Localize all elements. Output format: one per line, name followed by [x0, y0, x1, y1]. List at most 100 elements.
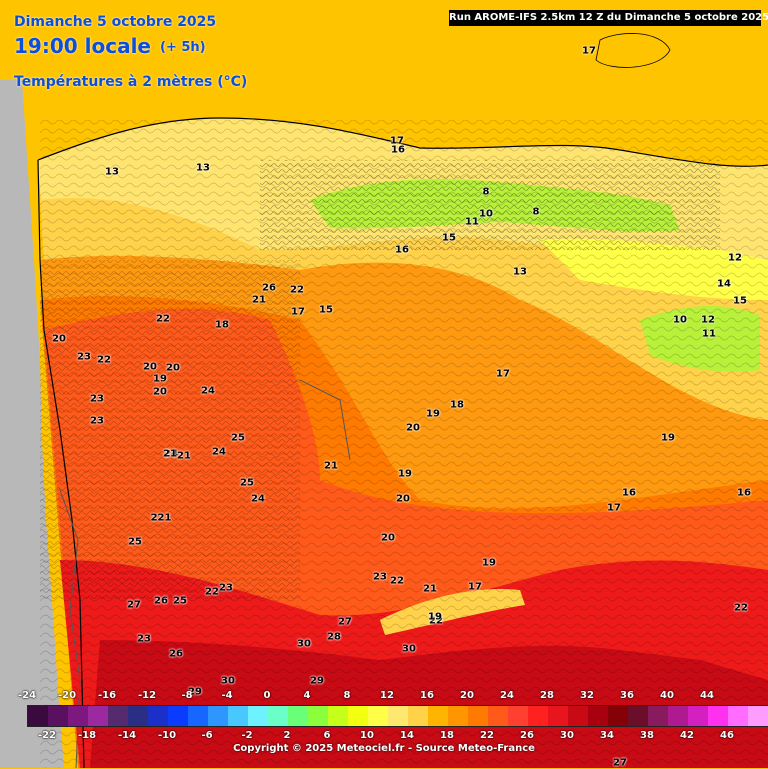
legend-tick-top: 0: [263, 690, 271, 701]
legend-tick-bottom: -2: [241, 730, 253, 741]
legend-swatch: [188, 706, 208, 726]
isotherm-label: 15: [442, 232, 456, 244]
isotherm-label: 24: [251, 493, 265, 505]
forecast-day: Dimanche 5 octobre 2025: [14, 14, 217, 30]
isotherm-label: 21: [324, 460, 338, 472]
legend-tick-top: 36: [620, 690, 634, 701]
isotherm-label: 21: [252, 294, 266, 306]
legend-swatch: [568, 706, 588, 726]
legend-swatch: [708, 706, 728, 726]
legend-tick-top: 4: [303, 690, 311, 701]
legend-tick-top: 12: [380, 690, 394, 701]
legend-tick-top: -8: [181, 690, 193, 701]
isotherm-label: 22: [97, 354, 111, 366]
isotherm-label: 17: [582, 45, 596, 57]
isotherm-label: 19: [153, 373, 167, 385]
legend-tick-bottom: 18: [440, 730, 454, 741]
west-coastline: [37, 159, 85, 768]
isotherm-label: 21: [177, 450, 191, 462]
isotherm-label: 23: [90, 415, 104, 427]
isotherm-label: 13: [513, 266, 527, 278]
isotherm-label: 13: [196, 162, 210, 174]
isotherm-label: 20: [381, 532, 395, 544]
legend-swatch: [448, 706, 468, 726]
isotherm-label: 10: [479, 208, 493, 220]
legend-swatch: [248, 706, 268, 726]
legend-tick-bottom: 10: [360, 730, 374, 741]
isotherm-label: 20: [52, 333, 66, 345]
isotherm-label: 18: [215, 319, 229, 331]
isotherm-label: 27: [127, 599, 141, 611]
isotherm-label: 19: [661, 432, 675, 444]
legend-swatch: [528, 706, 548, 726]
run-info: Run AROME-IFS 2.5km 12 Z du Dimanche 5 o…: [449, 10, 768, 26]
isotherm-label: 15: [319, 304, 333, 316]
isotherm-label: 23: [373, 571, 387, 583]
legend-swatch: [228, 706, 248, 726]
legend-tick-top: -24: [17, 690, 37, 701]
legend-tick-bottom: 46: [720, 730, 734, 741]
isotherm-label: 16: [622, 487, 636, 499]
isotherm-label: 24: [201, 385, 215, 397]
isotherm-label: 19: [428, 611, 442, 623]
legend-swatch: [728, 706, 748, 726]
legend-tick-top: 40: [660, 690, 674, 701]
legend-swatch: [28, 706, 48, 726]
legend-tick-top: 44: [700, 690, 714, 701]
isotherm-label: 26: [154, 595, 168, 607]
legend-swatch: [748, 706, 768, 726]
isotherm-label: 11: [702, 328, 716, 340]
isotherm-label: 24: [164, 448, 178, 460]
legend-swatch: [168, 706, 188, 726]
forecast-offset: (+ 5h): [160, 40, 206, 55]
legend-swatch: [548, 706, 568, 726]
isotherm-label: 16: [391, 144, 405, 156]
isotherm-label: 20: [153, 386, 167, 398]
isotherm-label: 10: [673, 314, 687, 326]
isotherm-label: 12: [728, 252, 742, 264]
isotherm-label: 25: [240, 477, 254, 489]
isotherm-label: 221: [150, 512, 172, 524]
legend-tick-bottom: 2: [283, 730, 291, 741]
isotherm-label: 20: [143, 361, 157, 373]
legend-tick-bottom: 14: [400, 730, 414, 741]
isotherm-label: 22: [429, 615, 443, 627]
legend-tick-bottom: -10: [157, 730, 177, 741]
parameter-title: Températures à 2 mètres (°C): [14, 74, 248, 90]
legend-swatch: [348, 706, 368, 726]
isotherm-label: 19: [398, 468, 412, 480]
isotherm-label: 22: [290, 284, 304, 296]
legend-tick-bottom: 34: [600, 730, 614, 741]
legend-swatch: [488, 706, 508, 726]
isotherm-label: 22: [734, 602, 748, 614]
legend-tick-bottom: -6: [201, 730, 213, 741]
island-contour: [595, 33, 671, 68]
isotherm-label: 30: [297, 638, 311, 650]
legend-swatch: [648, 706, 668, 726]
isotherm-label: 20: [166, 362, 180, 374]
legend-swatch: [468, 706, 488, 726]
isotherm-label: 25: [231, 432, 245, 444]
copyright: Copyright © 2025 Meteociel.fr - Source M…: [233, 743, 535, 754]
isotherm-label: 16: [395, 244, 409, 256]
isotherm-label: 13: [105, 166, 119, 178]
isotherm-label: 15: [733, 295, 747, 307]
legend-swatch: [268, 706, 288, 726]
legend-swatch: [628, 706, 648, 726]
legend-tick-bottom: -18: [77, 730, 97, 741]
legend-swatch: [368, 706, 388, 726]
isotherm-label: 30: [402, 643, 416, 655]
isotherm-label: 26: [169, 648, 183, 660]
isotherm-label: 30: [221, 675, 235, 687]
isotherm-label: 20: [406, 422, 420, 434]
legend-swatch: [688, 706, 708, 726]
isotherm-label: 25: [128, 536, 142, 548]
legend-tick-bottom: -14: [117, 730, 137, 741]
legend-swatch: [128, 706, 148, 726]
isotherm-label: 25: [173, 595, 187, 607]
legend-swatch: [408, 706, 428, 726]
legend-swatch: [208, 706, 228, 726]
legend-swatch: [48, 706, 68, 726]
legend-swatch: [428, 706, 448, 726]
